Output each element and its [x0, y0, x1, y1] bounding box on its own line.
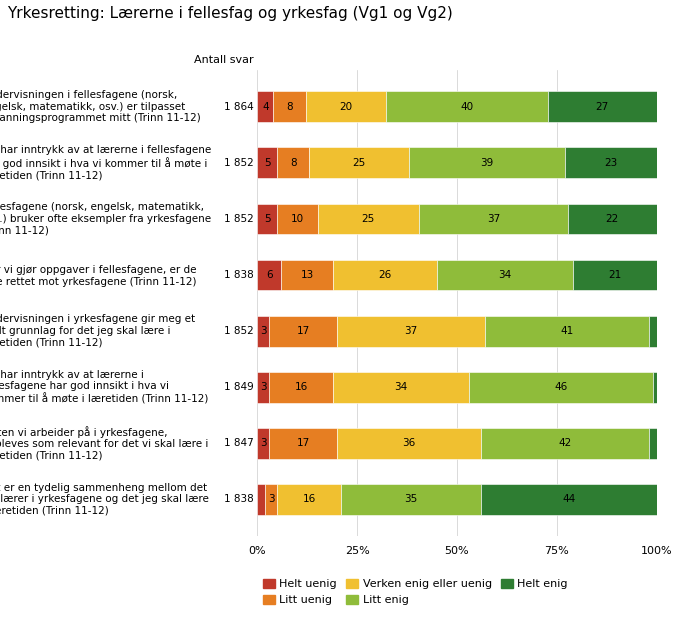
Bar	[341, 484, 481, 515]
Bar	[437, 260, 573, 290]
Bar	[257, 260, 281, 290]
Text: 17: 17	[297, 326, 310, 336]
Bar	[653, 372, 657, 403]
Text: 22: 22	[606, 214, 619, 224]
Bar	[565, 147, 657, 178]
Text: 37: 37	[404, 326, 418, 336]
Bar	[269, 316, 337, 346]
Bar	[333, 372, 469, 403]
Bar	[649, 428, 657, 459]
Text: 3: 3	[260, 382, 267, 392]
Text: 34: 34	[498, 270, 512, 280]
Bar	[269, 428, 337, 459]
Text: 16: 16	[303, 494, 315, 504]
Bar	[278, 204, 318, 234]
Text: 1 838: 1 838	[223, 494, 253, 504]
Text: 1 852: 1 852	[223, 326, 253, 336]
Text: 3: 3	[260, 438, 267, 449]
Bar	[278, 484, 341, 515]
Text: 1 838: 1 838	[223, 270, 253, 280]
Text: 17: 17	[297, 438, 310, 449]
Text: 44: 44	[562, 494, 575, 504]
Text: 46: 46	[554, 382, 567, 392]
Text: Antall svar: Antall svar	[194, 55, 253, 64]
Text: 27: 27	[596, 102, 609, 112]
Bar	[257, 372, 269, 403]
Bar	[257, 91, 274, 122]
Text: 26: 26	[378, 270, 392, 280]
Bar	[573, 260, 657, 290]
Bar	[274, 91, 306, 122]
Bar	[281, 260, 333, 290]
Bar	[387, 91, 548, 122]
Text: 10: 10	[291, 214, 304, 224]
Bar	[265, 484, 278, 515]
Bar	[469, 372, 653, 403]
Text: 39: 39	[480, 158, 494, 168]
Bar	[257, 428, 269, 459]
Bar	[269, 372, 333, 403]
Text: 23: 23	[604, 158, 617, 168]
Text: 20: 20	[339, 102, 353, 112]
Text: 37: 37	[487, 214, 500, 224]
Text: 13: 13	[301, 270, 314, 280]
Bar	[568, 204, 657, 234]
Text: 6: 6	[266, 270, 273, 280]
Text: 4: 4	[262, 102, 269, 112]
Text: 1 849: 1 849	[223, 382, 253, 392]
Text: Yrkesretting: Lærerne i fellesfag og yrkesfag (Vg1 og Vg2): Yrkesretting: Lærerne i fellesfag og yrk…	[7, 6, 452, 22]
Text: 1 852: 1 852	[223, 214, 253, 224]
Text: 25: 25	[353, 158, 366, 168]
Text: 5: 5	[264, 158, 271, 168]
Bar	[337, 428, 481, 459]
Bar	[257, 147, 278, 178]
Text: 5: 5	[264, 214, 271, 224]
Bar	[309, 147, 409, 178]
Text: 1 852: 1 852	[223, 158, 253, 168]
Bar	[333, 260, 437, 290]
Text: 1 847: 1 847	[223, 438, 253, 449]
Bar	[649, 316, 657, 346]
Legend: Helt uenig, Litt uenig, Verken enig eller uenig, Litt enig, Helt enig: Helt uenig, Litt uenig, Verken enig elle…	[263, 579, 568, 605]
Text: 42: 42	[559, 438, 571, 449]
Text: 21: 21	[608, 270, 621, 280]
Bar	[257, 204, 278, 234]
Text: 41: 41	[560, 326, 573, 336]
Text: 8: 8	[290, 158, 297, 168]
Bar	[278, 147, 309, 178]
Text: 16: 16	[294, 382, 308, 392]
Bar	[318, 204, 418, 234]
Bar	[418, 204, 568, 234]
Text: 34: 34	[395, 382, 408, 392]
Text: 3: 3	[268, 494, 275, 504]
Text: 40: 40	[460, 102, 474, 112]
Text: 36: 36	[402, 438, 416, 449]
Bar	[481, 428, 649, 459]
Text: 3: 3	[260, 326, 267, 336]
Text: 8: 8	[286, 102, 293, 112]
Bar	[481, 484, 657, 515]
Bar	[548, 91, 657, 122]
Bar	[485, 316, 649, 346]
Text: 35: 35	[404, 494, 418, 504]
Bar	[257, 484, 265, 515]
Bar	[257, 316, 269, 346]
Bar	[337, 316, 485, 346]
Bar	[306, 91, 387, 122]
Text: 1 864: 1 864	[223, 102, 253, 112]
Bar	[409, 147, 565, 178]
Text: 25: 25	[362, 214, 375, 224]
